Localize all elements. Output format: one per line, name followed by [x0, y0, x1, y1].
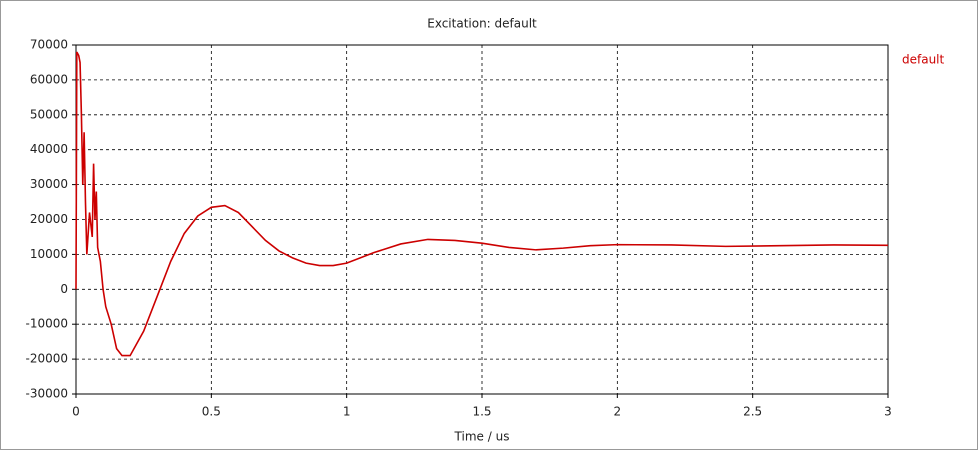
x-tick-label: 1 — [343, 405, 351, 419]
x-axis-label: Time / us — [454, 430, 510, 444]
x-tick-label: 1.5 — [472, 405, 491, 419]
y-tick-label: 30000 — [30, 177, 68, 191]
y-tick-label: 20000 — [30, 212, 68, 226]
y-tick-label: -30000 — [25, 387, 68, 401]
chart-title: Excitation: default — [427, 17, 537, 31]
x-tick-label: 2.5 — [743, 405, 762, 419]
y-tick-label: 0 — [60, 282, 68, 296]
y-tick-label: 50000 — [30, 107, 68, 121]
x-tick-label: 0.5 — [202, 405, 221, 419]
y-tick-label: 40000 — [30, 142, 68, 156]
x-tick-label: 2 — [614, 405, 622, 419]
x-tick-label: 3 — [884, 405, 892, 419]
line-series — [75, 51, 889, 357]
y-tick-label: -20000 — [25, 352, 68, 366]
y-tick-label: 70000 — [30, 38, 68, 52]
x-tick-label: 0 — [72, 405, 80, 419]
y-tick-label: 60000 — [30, 72, 68, 86]
y-tick-label: -10000 — [25, 317, 68, 331]
legend-entry: default — [902, 53, 945, 67]
y-tick-label: 10000 — [30, 247, 68, 261]
